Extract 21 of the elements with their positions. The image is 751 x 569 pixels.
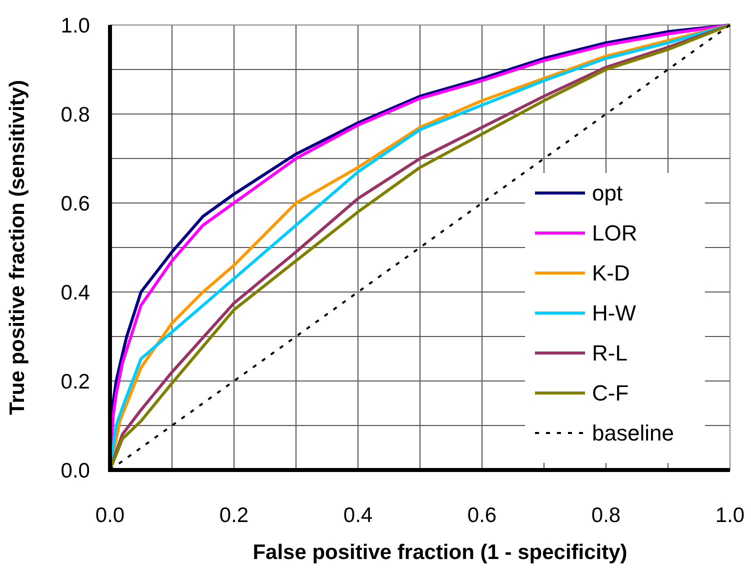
legend-label: K-D: [592, 260, 630, 286]
x-axis-title: False positive fraction (1 - specificity): [252, 541, 628, 564]
x-tick-label: 0.2: [219, 504, 249, 527]
legend-label: baseline: [592, 420, 674, 446]
x-tick-label: 0.0: [95, 504, 125, 527]
y-tick-label: 0.6: [60, 192, 90, 216]
legend-label: C-F: [592, 380, 629, 406]
y-tick-label: 1.0: [60, 14, 90, 38]
y-tick-label: 0.2: [60, 370, 90, 394]
legend-label: opt: [592, 180, 623, 206]
y-tick-label: 0.0: [60, 459, 90, 482]
y-tick-label: 0.4: [60, 281, 90, 304]
y-axis-title: True positive fraction (sensitivity): [6, 80, 29, 415]
legend-label: R-L: [592, 340, 628, 366]
x-tick-label: 0.4: [343, 504, 373, 527]
x-tick-label: 0.8: [591, 504, 621, 527]
legend-label: LOR: [592, 220, 638, 246]
x-tick-label: 1.0: [715, 504, 745, 527]
x-tick-label: 0.6: [467, 504, 497, 527]
legend-label: H-W: [592, 300, 636, 326]
y-tick-label: 0.8: [60, 103, 90, 126]
